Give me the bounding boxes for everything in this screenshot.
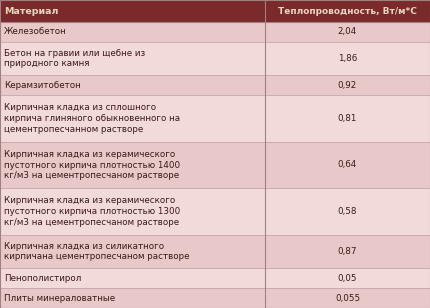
Text: 1,86: 1,86	[338, 54, 357, 63]
Text: Плиты минераловатные: Плиты минераловатные	[4, 294, 115, 302]
Text: Кирпичная кладка из силикатного
кирпичана цементропесчаном растворе: Кирпичная кладка из силикатного кирпичан…	[4, 241, 190, 261]
Text: 0,64: 0,64	[338, 160, 357, 169]
Bar	[0, 268, 430, 288]
Text: Бетон на гравии или щебне из
природного камня: Бетон на гравии или щебне из природного …	[4, 49, 145, 68]
Bar	[0, 142, 430, 188]
Text: Железобетон: Железобетон	[4, 27, 67, 36]
Text: 2,04: 2,04	[338, 27, 357, 36]
Bar	[0, 42, 430, 75]
Bar	[0, 288, 430, 308]
Text: 0,92: 0,92	[338, 81, 357, 90]
Bar	[0, 22, 430, 42]
Text: Материал: Материал	[4, 6, 58, 15]
Bar	[0, 188, 430, 235]
Text: 0,87: 0,87	[338, 247, 357, 256]
Text: Кирпичная кладка из керамического
пустотного кирпича плотностью 1300
кг/м3 на це: Кирпичная кладка из керамического пустот…	[4, 196, 180, 227]
Text: 0,81: 0,81	[338, 114, 357, 123]
Bar	[0, 0, 430, 22]
Bar	[0, 75, 430, 95]
Bar	[0, 95, 430, 142]
Text: Кирпичная кладка из керамического
пустотного кирпича плотностью 1400
кг/м3 на це: Кирпичная кладка из керамического пустот…	[4, 150, 180, 180]
Text: Пенополистирол: Пенополистирол	[4, 274, 81, 282]
Text: Теплопроводность, Вт/м*С: Теплопроводность, Вт/м*С	[278, 6, 417, 15]
Text: 0,055: 0,055	[335, 294, 360, 302]
Text: 0,58: 0,58	[338, 207, 357, 216]
Text: 0,05: 0,05	[338, 274, 357, 282]
Text: Кирпичная кладка из сплошного
кирпича глиняного обыкновенного на
цементропесчанн: Кирпичная кладка из сплошного кирпича гл…	[4, 103, 180, 134]
Bar	[0, 235, 430, 268]
Text: Керамзитобетон: Керамзитобетон	[4, 81, 81, 90]
